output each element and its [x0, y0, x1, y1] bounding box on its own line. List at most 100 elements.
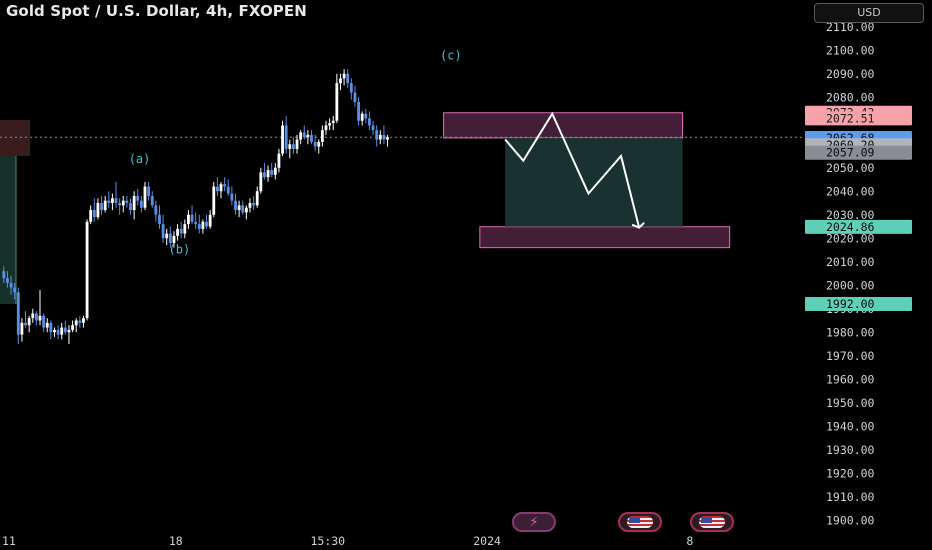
- price-badge-label: 2024.86: [826, 220, 875, 234]
- candle: [197, 214, 201, 234]
- candle-body: [78, 320, 82, 323]
- candle-body: [100, 203, 103, 211]
- candle: [139, 195, 143, 213]
- candle-body: [60, 327, 64, 335]
- y-tick-label: 1930.00: [826, 443, 875, 457]
- us-flag-icon[interactable]: [618, 512, 662, 532]
- candle: [273, 163, 277, 180]
- price-badge-bg: [805, 145, 912, 160]
- candle-body: [219, 184, 223, 192]
- y-tick-label: 1900.00: [826, 513, 875, 527]
- y-tick-label: 2110.00: [826, 20, 875, 34]
- candle: [154, 200, 158, 222]
- candle: [320, 125, 324, 147]
- candle-body: [328, 123, 332, 126]
- x-tick-label: 18: [169, 534, 183, 548]
- candle: [34, 311, 38, 326]
- candle: [172, 231, 176, 248]
- lightning-icon[interactable]: ⚡: [512, 512, 556, 532]
- candle-body: [360, 113, 364, 121]
- candle: [183, 219, 187, 239]
- candle: [71, 320, 74, 333]
- candle-body: [277, 153, 281, 168]
- candle-body: [331, 120, 335, 124]
- candle-body: [371, 125, 375, 131]
- candle-body: [342, 73, 346, 79]
- candle-body: [320, 130, 324, 142]
- candle: [270, 163, 274, 178]
- candle: [281, 120, 284, 156]
- candle: [292, 137, 295, 154]
- candle: [158, 205, 161, 229]
- candle-body: [255, 191, 259, 206]
- candle: [78, 315, 82, 328]
- candle: [360, 111, 364, 126]
- price-badge: 2072.51: [805, 111, 912, 126]
- candle-body: [132, 195, 136, 211]
- y-tick-label: 2050.00: [826, 161, 875, 175]
- candle: [45, 318, 49, 333]
- y-tick-label: 1940.00: [826, 419, 875, 433]
- candle: [226, 179, 230, 196]
- candle: [187, 210, 190, 229]
- candle-body: [172, 235, 176, 243]
- candle: [96, 198, 100, 220]
- x-tick-label: 2024: [473, 534, 501, 548]
- candle-body: [299, 132, 303, 140]
- candle-body: [103, 200, 107, 211]
- candle-body: [368, 118, 371, 126]
- candle: [16, 287, 20, 344]
- candle: [20, 318, 24, 342]
- candle-body: [114, 198, 118, 203]
- y-tick-label: 1980.00: [826, 325, 875, 339]
- y-tick-label: 2000.00: [826, 278, 875, 292]
- candle: [85, 219, 89, 321]
- candle-body: [53, 329, 56, 333]
- us-flag-icon[interactable]: [690, 512, 734, 532]
- y-tick-label: 2010.00: [826, 255, 875, 269]
- sell-zone: [443, 112, 684, 139]
- price-badge-bg: [805, 297, 912, 312]
- candle-body: [89, 210, 93, 222]
- y-tick-label: 2020.00: [826, 231, 875, 245]
- candle: [357, 97, 360, 126]
- wave-label: (c): [440, 49, 462, 63]
- candle: [67, 325, 71, 344]
- y-tick-label: 2030.00: [826, 208, 875, 222]
- price-badge-label: 2072.51: [826, 111, 875, 125]
- candle-body: [244, 207, 248, 213]
- profit-area: [505, 137, 683, 227]
- candle-body: [234, 200, 237, 211]
- candle-body: [335, 83, 339, 121]
- candle: [49, 320, 53, 340]
- candle-body: [252, 203, 255, 206]
- candle-body: [42, 315, 46, 328]
- candle: [317, 139, 321, 154]
- candle-body: [74, 320, 78, 326]
- candle: [310, 130, 313, 145]
- candle: [223, 177, 227, 192]
- price-badge: 2057.09: [805, 145, 912, 160]
- projection-arrow-head: [631, 221, 645, 229]
- candle-body: [139, 200, 143, 208]
- candle: [324, 120, 328, 135]
- candle-body: [339, 78, 342, 84]
- candle-body: [226, 186, 230, 194]
- x-tick-label: 8: [686, 534, 693, 548]
- y-tick-label: 1970.00: [826, 349, 875, 363]
- candle-body: [24, 322, 27, 326]
- candle: [313, 134, 317, 152]
- candle: [375, 125, 379, 147]
- candle: [179, 221, 183, 239]
- candle-body: [179, 228, 183, 234]
- candle: [208, 210, 212, 229]
- currency-selector[interactable]: USD: [814, 3, 924, 23]
- candle: [335, 73, 339, 124]
- candle-body: [13, 287, 17, 293]
- candle-body: [310, 134, 313, 142]
- candle-body: [143, 186, 147, 208]
- candle-body: [150, 195, 154, 206]
- candle-body: [34, 313, 38, 321]
- candle-body: [237, 205, 241, 211]
